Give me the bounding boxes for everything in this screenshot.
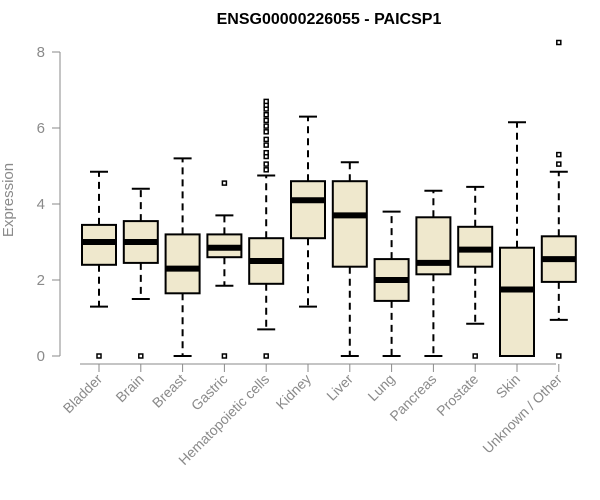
y-tick-label: 6 [37,120,45,137]
outlier-point [556,39,562,46]
outlier-point [263,98,269,105]
outlier-point [556,161,562,167]
box-group [331,161,368,357]
box-group [457,185,494,359]
y-tick-label: 0 [37,348,45,365]
x-tick-label: Prostate [433,371,481,419]
outlier-point [263,353,269,359]
box-iqr [290,180,326,240]
outlier-point [472,353,478,359]
box-group [206,180,243,359]
box-group [122,187,159,359]
box-group [164,157,201,357]
outlier-point [263,161,269,167]
outlier-point [263,149,269,156]
box-iqr [164,233,201,295]
outlier-point [96,353,102,359]
box-group [540,39,577,359]
outlier-point [221,353,228,359]
y-axis-label: Expression [0,163,17,237]
outlier-point [263,129,269,135]
outlier-point [221,180,228,186]
outlier-point [138,353,144,359]
box-iqr [499,246,535,357]
outlier-point [263,142,269,148]
outlier-point [263,117,269,124]
chart-title: ENSG00000226055 - PAICSP1 [217,11,442,28]
box-group [415,189,452,357]
outlier-point [263,136,269,143]
y-tick-label: 4 [37,196,45,213]
outlier-point [556,353,562,359]
outlier-point [263,111,269,118]
box-iqr [331,180,368,268]
x-tick-label: Unknown / Other [479,371,565,457]
outlier-point [263,123,269,129]
box-group [248,98,285,359]
box-group [290,115,326,308]
box-group [373,210,410,357]
x-tick-label: Liver [323,371,356,404]
y-ticks: 0 2 4 6 8 [37,44,60,365]
x-tick-label: Lung [364,371,397,404]
x-tick-label: Skin [493,371,524,402]
x-tick-label: Brain [112,371,146,405]
y-tick-label: 8 [37,44,45,61]
box-group [81,170,117,359]
outlier-point [263,167,269,173]
boxes-layer [81,39,577,359]
x-tick-label: Bladder [60,371,106,417]
x-tick-label: Kidney [273,371,315,413]
box-group [499,121,535,357]
y-tick-label: 2 [37,272,45,289]
x-tick-label: Breast [149,371,189,411]
outlier-point [556,151,562,158]
